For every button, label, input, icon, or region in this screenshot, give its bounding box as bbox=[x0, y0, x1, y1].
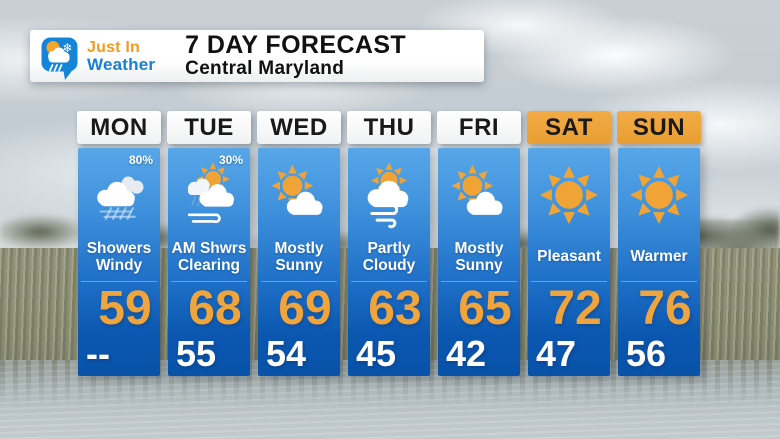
high-temp: 76 bbox=[638, 282, 692, 335]
high-temp: 69 bbox=[278, 282, 332, 335]
day-panel: Mostly Sunny 69 54 bbox=[258, 148, 340, 376]
low-temp: 47 bbox=[536, 333, 577, 374]
brand-name-line2: Weather bbox=[87, 54, 156, 74]
day-label: THU bbox=[347, 111, 431, 144]
svg-text:❄: ❄ bbox=[62, 41, 72, 55]
title-block: 7 DAY FORECAST Central Maryland bbox=[185, 30, 407, 80]
low-temp: 55 bbox=[176, 333, 217, 374]
panel-divider bbox=[621, 281, 697, 282]
day-label: TUE bbox=[167, 111, 251, 144]
panel-divider bbox=[441, 281, 517, 282]
brand-name-line1: Just In bbox=[87, 38, 140, 56]
day-label: MON bbox=[77, 111, 161, 144]
high-temp: 72 bbox=[548, 282, 602, 335]
forecast-day-column: WED Mostly Sunny 69 54 bbox=[257, 111, 341, 376]
sun-showers-wind-icon bbox=[176, 158, 242, 232]
forecast-day-column: SAT Pleasant 72 47 bbox=[527, 111, 611, 376]
low-temp: 56 bbox=[626, 333, 667, 374]
high-temp: 65 bbox=[458, 282, 512, 335]
day-panel: Mostly Sunny 65 42 bbox=[438, 148, 520, 376]
low-temp: 45 bbox=[356, 333, 397, 374]
condition-text: Warmer bbox=[630, 248, 688, 266]
panel-divider bbox=[261, 281, 337, 282]
panel-divider bbox=[351, 281, 427, 282]
high-temp: 68 bbox=[188, 282, 242, 335]
page-title: 7 DAY FORECAST bbox=[185, 30, 407, 59]
day-panel: 80% Showers Windy 59 -- bbox=[78, 148, 160, 376]
sunny-icon bbox=[626, 158, 692, 232]
condition-text: Mostly Sunny bbox=[454, 239, 504, 274]
panel-divider bbox=[81, 281, 157, 282]
low-temp: 54 bbox=[266, 333, 307, 374]
forecast-day-column: TUE 30% AM Shwrs Clearing 68 55 bbox=[167, 111, 251, 376]
condition-text: Showers Windy bbox=[86, 239, 152, 274]
page-subtitle: Central Maryland bbox=[185, 58, 345, 80]
showers-windy-icon bbox=[86, 158, 152, 232]
day-panel: Pleasant 72 47 bbox=[528, 148, 610, 376]
forecast-day-column: FRI Mostly Sunny 65 42 bbox=[437, 111, 521, 376]
header-bar: ❄ Just In Weather 7 DAY FORECAST Central… bbox=[30, 30, 484, 82]
condition-text: Partly Cloudy bbox=[362, 239, 416, 274]
panel-divider bbox=[531, 281, 607, 282]
day-label: FRI bbox=[437, 111, 521, 144]
mostly-sunny-icon bbox=[266, 158, 332, 232]
mostly-sunny-icon bbox=[446, 158, 512, 232]
day-panel: 30% AM Shwrs Clearing 68 55 bbox=[168, 148, 250, 376]
low-temp: -- bbox=[86, 333, 110, 374]
sunny-icon bbox=[536, 158, 602, 232]
day-label: WED bbox=[257, 111, 341, 144]
condition-text: AM Shwrs Clearing bbox=[171, 239, 247, 274]
day-label: SAT bbox=[527, 111, 611, 144]
day-panel: Warmer 76 56 bbox=[618, 148, 700, 376]
precip-chance-label: 80% bbox=[128, 153, 153, 167]
precip-chance-label: 30% bbox=[218, 153, 243, 167]
brand-name: Just In Weather bbox=[87, 38, 156, 74]
cloud-sun-wind-icon bbox=[356, 158, 422, 232]
forecast-day-column: SUN Warmer 76 56 bbox=[617, 111, 701, 376]
justin-weather-logo-icon: ❄ bbox=[41, 37, 78, 80]
forecast-day-column: MON 80% Showers Windy 59 -- bbox=[77, 111, 161, 376]
condition-text: Pleasant bbox=[537, 248, 601, 266]
forecast-day-column: THU Partly Cloudy 63 45 bbox=[347, 111, 431, 376]
high-temp: 59 bbox=[98, 282, 152, 335]
panel-divider bbox=[171, 281, 247, 282]
high-temp: 63 bbox=[368, 282, 422, 335]
day-label: SUN bbox=[617, 111, 701, 144]
low-temp: 42 bbox=[446, 333, 487, 374]
day-panel: Partly Cloudy 63 45 bbox=[348, 148, 430, 376]
condition-text: Mostly Sunny bbox=[274, 239, 324, 274]
forecast-days-row: MON 80% Showers Windy 59 -- TUE 30% AM S… bbox=[77, 111, 701, 376]
